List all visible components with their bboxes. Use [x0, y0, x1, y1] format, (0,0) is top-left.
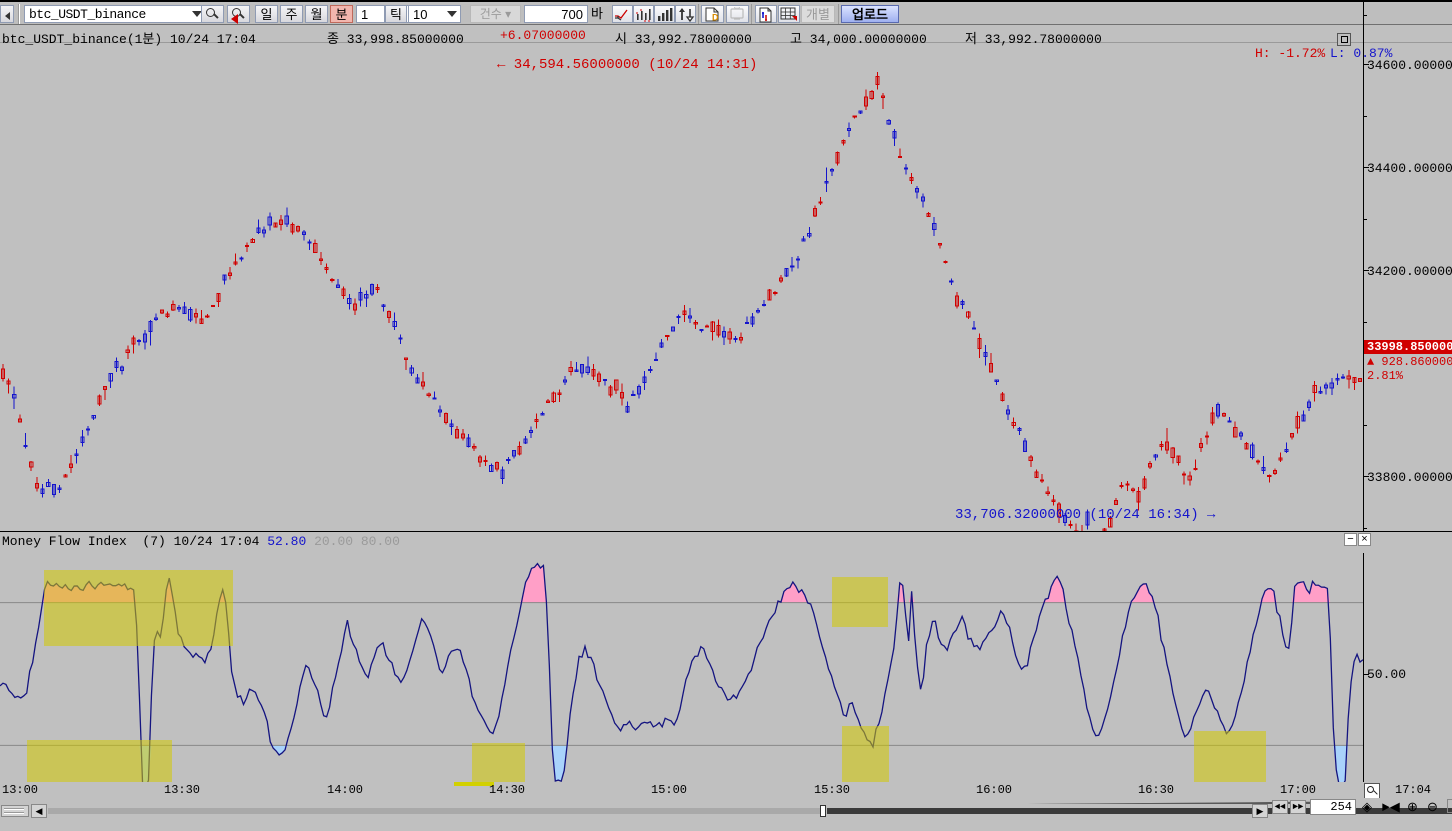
svg-text:D: D	[712, 13, 719, 23]
